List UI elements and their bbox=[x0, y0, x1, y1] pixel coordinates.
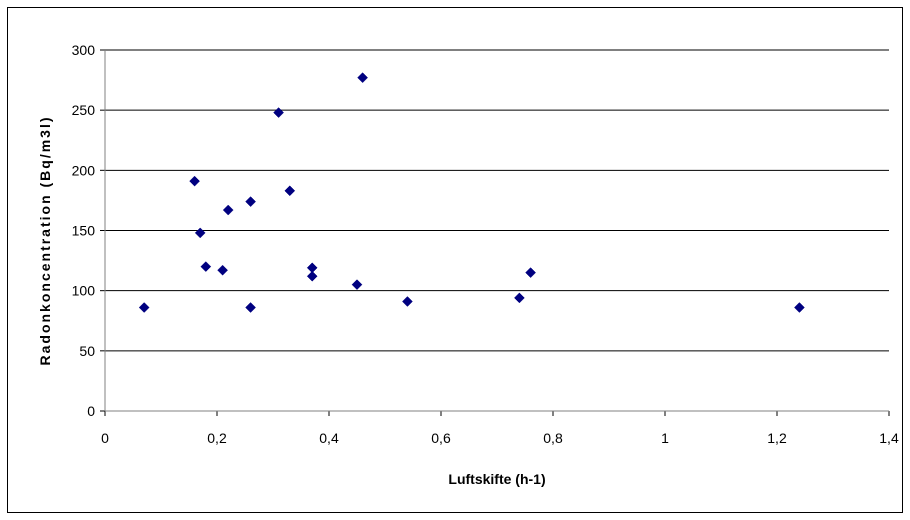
y-tick-label: 250 bbox=[72, 102, 96, 118]
x-tick-label: 0,2 bbox=[207, 430, 227, 446]
data-point bbox=[351, 279, 363, 291]
data-point bbox=[357, 72, 368, 84]
y-tick-label: 150 bbox=[72, 223, 96, 239]
data-point bbox=[306, 270, 318, 282]
data-point bbox=[194, 227, 206, 239]
gridlines bbox=[105, 49, 889, 352]
y-tick-label: 200 bbox=[72, 162, 96, 178]
data-point bbox=[514, 292, 525, 304]
data-point bbox=[217, 264, 228, 276]
data-point bbox=[189, 175, 200, 187]
y-tick-label: 100 bbox=[72, 283, 96, 299]
y-tick-label: 0 bbox=[87, 403, 95, 419]
x-tick-label: 0,8 bbox=[543, 430, 563, 446]
x-tick-label: 1,4 bbox=[879, 430, 899, 446]
data-point bbox=[222, 204, 234, 216]
x-tick-label: 0,4 bbox=[319, 430, 339, 446]
x-tick-label: 1,2 bbox=[767, 430, 787, 446]
x-tick-label: 0,6 bbox=[431, 430, 451, 446]
axes bbox=[100, 49, 890, 416]
data-point bbox=[200, 261, 212, 272]
y-axis-title: Radonkoncentration (Bq/m3l) bbox=[37, 115, 53, 365]
x-tick-label: 0 bbox=[101, 430, 109, 446]
data-points bbox=[138, 72, 805, 313]
y-tick-label: 50 bbox=[79, 343, 95, 359]
tick-labels: 0 50 100 150 200 250 300 0 0,2 0,4 0,6 0,8 1 1,2 1,4 bbox=[72, 42, 899, 446]
data-point bbox=[402, 296, 413, 307]
data-point bbox=[245, 196, 256, 207]
data-point bbox=[284, 185, 296, 197]
chart-frame bbox=[7, 7, 903, 513]
x-tick-label: 1 bbox=[661, 430, 669, 446]
x-axis-title: Luftskifte (h-1) bbox=[448, 471, 545, 487]
data-point bbox=[794, 302, 805, 313]
data-point bbox=[245, 302, 256, 313]
data-point bbox=[273, 107, 284, 118]
data-point bbox=[138, 302, 150, 313]
y-tick-label: 300 bbox=[72, 42, 96, 58]
data-point bbox=[525, 267, 536, 278]
